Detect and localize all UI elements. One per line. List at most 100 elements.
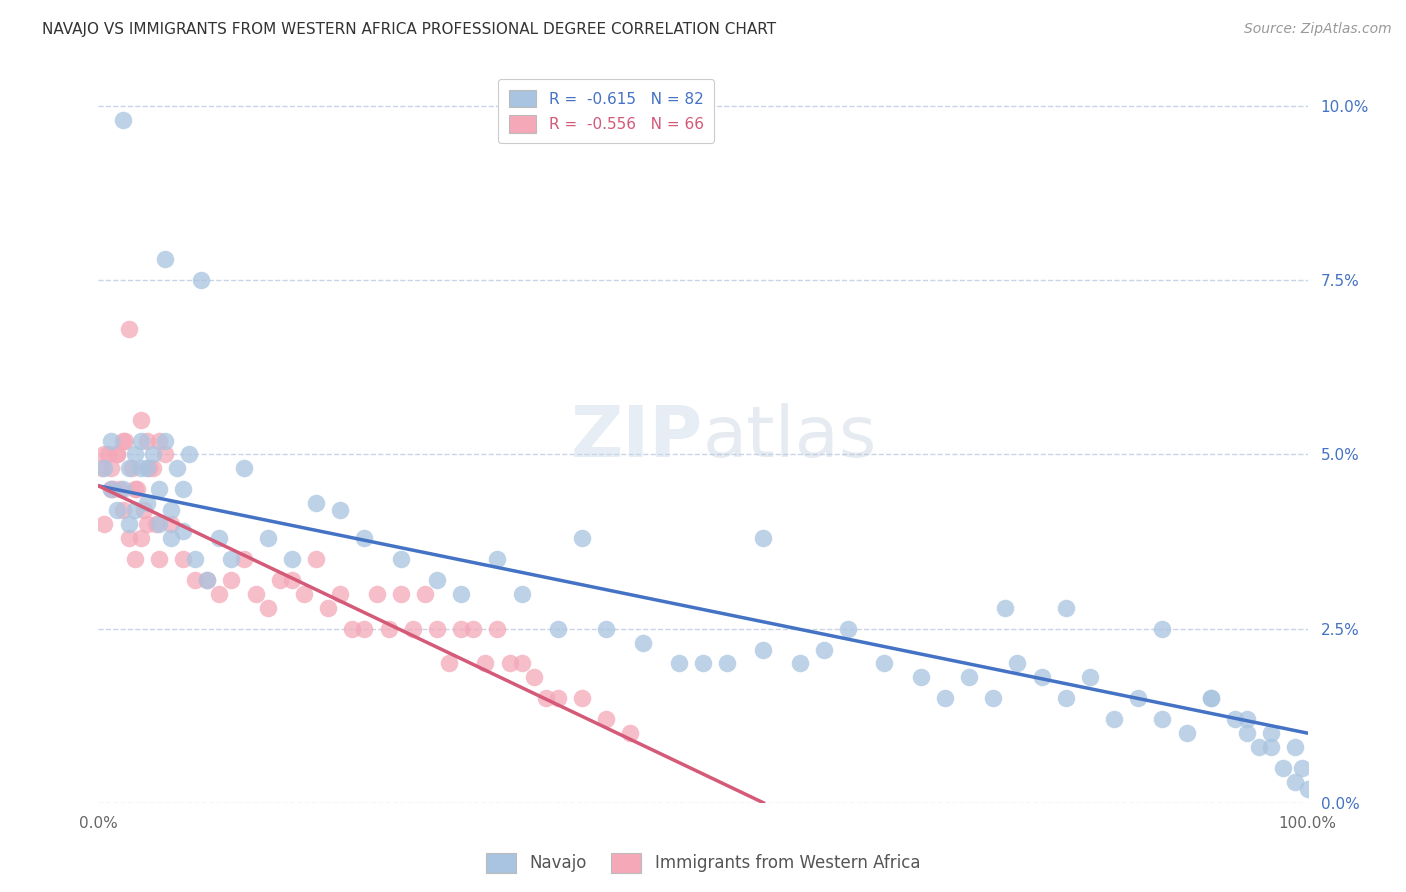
Point xyxy=(523,670,546,684)
Point xyxy=(100,434,122,448)
Point xyxy=(105,448,128,462)
Point xyxy=(108,483,131,497)
Point xyxy=(111,503,134,517)
Point xyxy=(124,552,146,566)
Point xyxy=(353,622,375,636)
Point xyxy=(256,600,278,615)
Point xyxy=(124,448,146,462)
Point xyxy=(510,587,533,601)
Point xyxy=(426,573,449,587)
Point xyxy=(111,113,134,128)
Point xyxy=(837,622,859,636)
Point xyxy=(124,483,146,497)
Point xyxy=(752,531,775,545)
Point xyxy=(148,517,170,532)
Point xyxy=(145,517,167,532)
Point xyxy=(353,531,375,545)
Point xyxy=(1296,781,1319,796)
Point xyxy=(111,434,134,448)
Point xyxy=(389,587,412,601)
Point xyxy=(160,517,183,532)
Point xyxy=(221,573,243,587)
Point xyxy=(1291,761,1313,775)
Point xyxy=(934,691,956,706)
Point xyxy=(184,573,207,587)
Point xyxy=(366,587,388,601)
Point xyxy=(153,434,176,448)
Point xyxy=(486,552,509,566)
Point xyxy=(135,461,157,475)
Point xyxy=(716,657,738,671)
Point xyxy=(129,531,152,545)
Point xyxy=(910,670,932,684)
Point xyxy=(93,517,115,532)
Point xyxy=(160,531,183,545)
Point xyxy=(129,412,152,426)
Point xyxy=(631,635,654,649)
Point xyxy=(1152,622,1174,636)
Point xyxy=(329,587,352,601)
Point xyxy=(135,434,157,448)
Point xyxy=(1284,740,1306,755)
Point xyxy=(994,600,1017,615)
Point xyxy=(93,461,115,475)
Point xyxy=(305,552,328,566)
Point xyxy=(148,552,170,566)
Point xyxy=(135,496,157,510)
Point xyxy=(100,483,122,497)
Legend: Navajo, Immigrants from Western Africa: Navajo, Immigrants from Western Africa xyxy=(479,847,927,880)
Point xyxy=(1031,670,1053,684)
Point xyxy=(498,657,520,671)
Point xyxy=(1128,691,1150,706)
Point xyxy=(256,531,278,545)
Point xyxy=(1260,740,1282,755)
Point xyxy=(172,483,194,497)
Point xyxy=(873,657,896,671)
Point xyxy=(208,587,231,601)
Point xyxy=(1260,726,1282,740)
Point xyxy=(789,657,811,671)
Point xyxy=(342,622,364,636)
Text: ZIP: ZIP xyxy=(571,402,703,472)
Point xyxy=(619,726,641,740)
Point xyxy=(135,517,157,532)
Point xyxy=(121,461,143,475)
Point xyxy=(1236,726,1258,740)
Point xyxy=(474,657,496,671)
Point xyxy=(957,670,980,684)
Point xyxy=(571,691,593,706)
Point xyxy=(752,642,775,657)
Point xyxy=(100,461,122,475)
Point xyxy=(389,552,412,566)
Point xyxy=(292,587,315,601)
Point xyxy=(148,434,170,448)
Point xyxy=(179,448,201,462)
Point xyxy=(450,587,472,601)
Point xyxy=(813,642,835,657)
Point xyxy=(93,448,115,462)
Point xyxy=(1284,775,1306,789)
Point xyxy=(269,573,291,587)
Point xyxy=(1199,691,1222,706)
Point xyxy=(97,448,120,462)
Point xyxy=(1078,670,1101,684)
Point xyxy=(172,552,194,566)
Point xyxy=(124,503,146,517)
Point xyxy=(105,503,128,517)
Point xyxy=(142,461,165,475)
Point xyxy=(195,573,218,587)
Point xyxy=(981,691,1004,706)
Point xyxy=(1175,726,1198,740)
Point xyxy=(232,461,254,475)
Point xyxy=(1102,712,1125,726)
Point xyxy=(1054,600,1077,615)
Point xyxy=(571,531,593,545)
Point xyxy=(129,461,152,475)
Point xyxy=(692,657,714,671)
Point xyxy=(547,691,569,706)
Text: NAVAJO VS IMMIGRANTS FROM WESTERN AFRICA PROFESSIONAL DEGREE CORRELATION CHART: NAVAJO VS IMMIGRANTS FROM WESTERN AFRICA… xyxy=(42,22,776,37)
Point xyxy=(172,524,194,538)
Point xyxy=(534,691,557,706)
Point xyxy=(463,622,485,636)
Point xyxy=(413,587,436,601)
